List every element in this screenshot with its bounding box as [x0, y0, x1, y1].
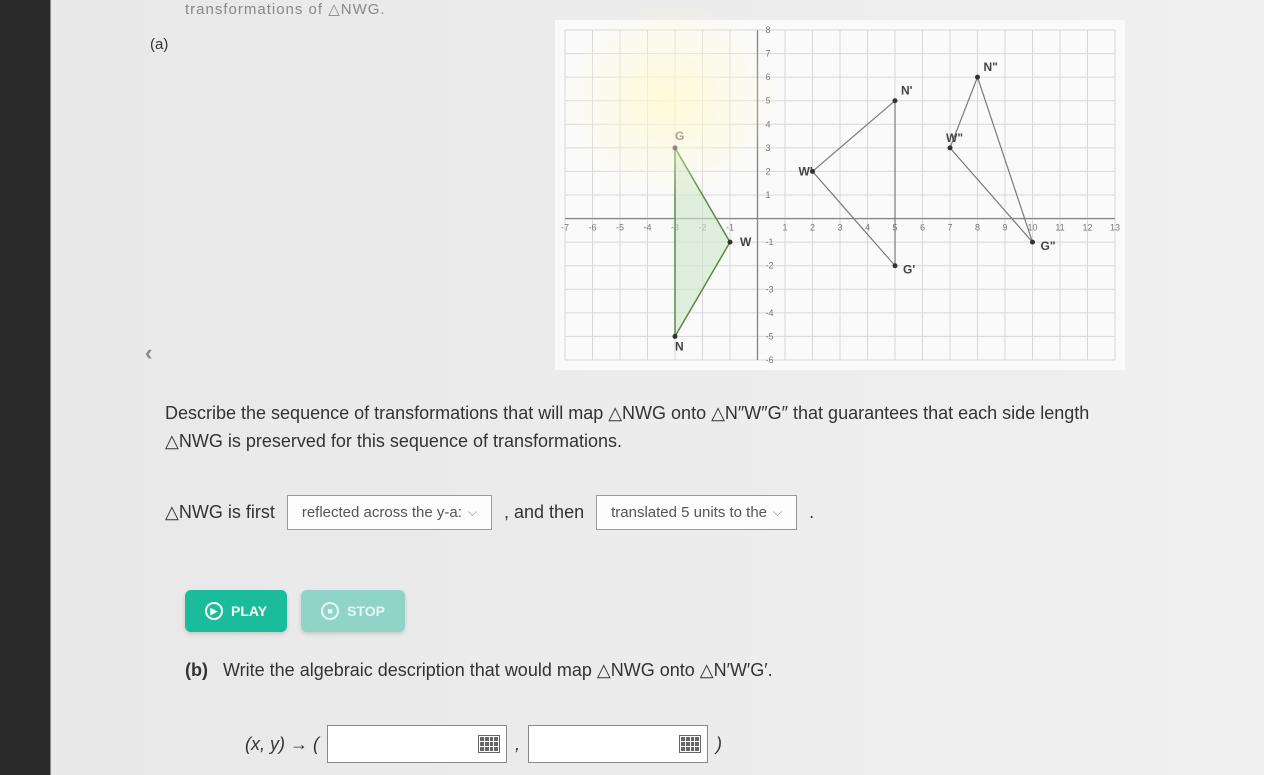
svg-text:8: 8: [766, 25, 771, 35]
play-button[interactable]: ▶ PLAY: [185, 590, 287, 632]
svg-text:2: 2: [810, 223, 815, 233]
svg-text:2: 2: [766, 166, 771, 176]
question-line2: △NWG is preserved for this sequence of t…: [165, 431, 622, 451]
svg-text:W": W": [946, 131, 963, 145]
svg-text:4: 4: [865, 223, 870, 233]
svg-text:1: 1: [782, 223, 787, 233]
svg-text:7: 7: [947, 223, 952, 233]
svg-text:-4: -4: [643, 223, 651, 233]
svg-text:W': W': [799, 164, 813, 178]
svg-text:6: 6: [920, 223, 925, 233]
map-post: ): [716, 734, 722, 755]
answer-mid: , and then: [504, 502, 584, 523]
svg-text:13: 13: [1110, 223, 1120, 233]
svg-text:1: 1: [766, 190, 771, 200]
stop-button[interactable]: ■ STOP: [301, 590, 405, 632]
svg-text:6: 6: [766, 72, 771, 82]
svg-text:G: G: [675, 129, 684, 143]
svg-text:-1: -1: [766, 237, 774, 247]
answer-tail: .: [809, 502, 814, 523]
svg-text:-3: -3: [766, 284, 774, 294]
svg-text:8: 8: [975, 223, 980, 233]
part-b-text: Write the algebraic description that wou…: [223, 660, 773, 680]
svg-text:3: 3: [837, 223, 842, 233]
svg-text:-2: -2: [766, 261, 774, 271]
stop-label: STOP: [347, 603, 385, 619]
svg-text:N': N': [901, 84, 913, 98]
svg-text:W: W: [740, 235, 752, 249]
coordinate-graph: -7-6-5-4-3-2-112345678910111213-6-5-4-3-…: [555, 20, 1125, 370]
svg-text:N: N: [675, 339, 684, 353]
svg-text:G": G": [1041, 239, 1056, 253]
svg-text:-4: -4: [766, 308, 774, 318]
svg-text:5: 5: [766, 96, 771, 106]
svg-text:12: 12: [1082, 223, 1092, 233]
svg-text:9: 9: [1002, 223, 1007, 233]
svg-text:N": N": [984, 60, 998, 74]
svg-text:-5: -5: [766, 331, 774, 341]
part-b: (b) Write the algebraic description that…: [185, 660, 1254, 681]
map-y-input[interactable]: [528, 725, 708, 763]
stop-icon: ■: [321, 602, 339, 620]
svg-text:3: 3: [766, 143, 771, 153]
svg-text:11: 11: [1055, 223, 1064, 233]
part-b-label: (b): [185, 660, 208, 680]
play-icon: ▶: [205, 602, 223, 620]
faded-header: transformations of △NWG.: [185, 0, 1244, 18]
svg-text:-7: -7: [561, 223, 569, 233]
keypad-icon: [679, 735, 701, 753]
transformation-2-select[interactable]: translated 5 units to the: [596, 495, 797, 530]
svg-text:-5: -5: [616, 223, 624, 233]
play-label: PLAY: [231, 603, 267, 619]
algebraic-map-row: (x, y) → ( , ): [245, 725, 722, 763]
answer-lead: △NWG is first: [165, 502, 275, 523]
svg-text:G': G': [903, 263, 915, 277]
map-x-input[interactable]: [327, 725, 507, 763]
prev-chevron-icon[interactable]: ‹: [145, 340, 152, 366]
svg-text:-6: -6: [766, 355, 774, 365]
keypad-icon: [478, 735, 500, 753]
svg-text:-6: -6: [588, 223, 596, 233]
svg-text:-1: -1: [726, 223, 734, 233]
map-sep: ,: [515, 734, 520, 755]
transformation-1-select[interactable]: reflected across the y-a:: [287, 495, 492, 530]
question-text: Describe the sequence of transformations…: [165, 400, 1254, 456]
answer-row: △NWG is first reflected across the y-a: …: [165, 495, 814, 530]
svg-text:7: 7: [766, 49, 771, 59]
question-line1: Describe the sequence of transformations…: [165, 403, 1089, 423]
map-pre: (x, y) → (: [245, 734, 319, 755]
svg-text:4: 4: [766, 119, 771, 129]
